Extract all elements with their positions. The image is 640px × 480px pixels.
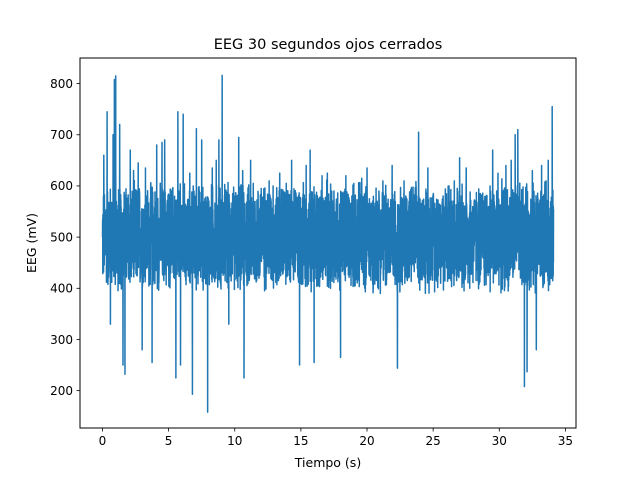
y-tick-label: 500 (50, 230, 73, 244)
x-tick-label: 30 (492, 434, 507, 448)
x-tick-label: 35 (558, 434, 573, 448)
y-tick-label: 400 (50, 282, 73, 296)
chart-title: EEG 30 segundos ojos cerrados (214, 37, 443, 53)
y-tick-label: 600 (50, 179, 73, 193)
x-tick-label: 25 (426, 434, 441, 448)
x-tick-label: 5 (165, 434, 173, 448)
x-tick-label: 10 (227, 434, 242, 448)
x-tick-label: 15 (293, 434, 308, 448)
x-tick-label: 0 (99, 434, 107, 448)
y-tick-label: 300 (50, 333, 73, 347)
y-tick-label: 700 (50, 128, 73, 142)
x-axis-ticks: 0 5 10 15 20 25 30 35 (99, 428, 573, 448)
y-axis-label: EEG (mV) (24, 213, 39, 273)
x-tick-label: 20 (359, 434, 374, 448)
x-axis-label: Tiempo (s) (294, 455, 361, 470)
y-tick-label: 800 (50, 77, 73, 91)
series-line-0 (101, 74, 555, 413)
y-axis-ticks: 200 300 400 500 600 700 800 (50, 77, 80, 398)
plot-layer (101, 74, 555, 413)
plot-frame (79, 57, 577, 429)
y-tick-label: 200 (50, 384, 73, 398)
